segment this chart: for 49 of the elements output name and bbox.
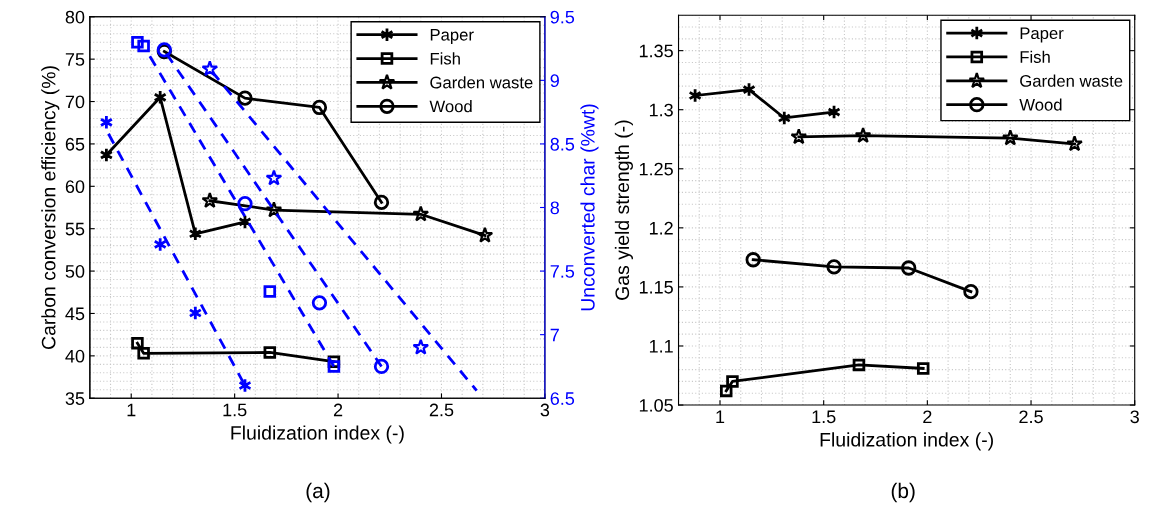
y-tick-label: 55 — [65, 222, 85, 236]
y2-tick-label: 9.5 — [550, 10, 575, 24]
y-tick-label: 80 — [65, 10, 85, 24]
y2-axis-title: Unconverted char (%wt) — [580, 104, 599, 311]
x-tick-label: 2 — [923, 410, 932, 423]
y-axis-title: Gas yield strength (-) — [614, 120, 633, 300]
y-tick-label: 70 — [65, 95, 85, 109]
y2-tick-label: 8.5 — [550, 137, 575, 151]
legend-label: Fish — [430, 52, 460, 65]
legend-label: Garden waste — [1020, 74, 1123, 87]
x-tick-label: 2 — [333, 403, 343, 417]
legend-label: Garden waste — [430, 76, 533, 89]
x-tick-label: 1 — [127, 403, 136, 417]
legend-label: Wood — [1019, 98, 1062, 111]
y-tick-label: 50 — [65, 265, 85, 278]
y-tick-label: 1.3 — [649, 103, 673, 117]
x-tick-label: 3 — [1130, 410, 1139, 424]
y-tick-label: 1.05 — [639, 398, 673, 412]
y-tick-label: 45 — [65, 307, 85, 321]
y2-tick-label: 7.5 — [550, 265, 575, 278]
y-tick-label: 1.2 — [649, 221, 673, 235]
y-axis-title: Carbon conversion efficiency (%) — [41, 66, 60, 349]
y-tick-label: 40 — [65, 349, 85, 363]
x-tick-label: 1.5 — [812, 410, 836, 424]
y-tick-label: 75 — [65, 53, 85, 66]
legend-label: Wood — [429, 100, 472, 113]
y-tick-label: 1.1 — [649, 340, 673, 353]
y-tick-label: 60 — [65, 180, 85, 194]
y-tick-label: 1.25 — [639, 162, 673, 176]
y2-tick-label: 9 — [550, 74, 559, 88]
y-tick-label: 1.15 — [639, 281, 673, 294]
x-axis-title: Fluidization index (-) — [231, 425, 404, 444]
x-tick-label: 2.5 — [1019, 410, 1043, 424]
y2-tick-label: 6.5 — [550, 392, 575, 405]
y-tick-label: 1.35 — [639, 44, 673, 58]
legend-label: Paper — [1020, 27, 1064, 43]
text: (a) — [306, 482, 330, 503]
y-tick-label: 35 — [65, 392, 85, 405]
legend-label: Fish — [1020, 50, 1050, 63]
x-tick-label: 2.5 — [429, 403, 454, 417]
text: (b) — [891, 482, 915, 503]
y-tick-label: 65 — [65, 137, 85, 151]
y2-tick-label: 7 — [550, 328, 559, 342]
legend-label: Paper — [430, 29, 474, 44]
x-tick-label: 3 — [540, 403, 550, 417]
x-axis-title: Fluidization index (-) — [820, 432, 993, 451]
y2-tick-label: 8 — [550, 201, 560, 215]
x-tick-label: 1 — [716, 410, 725, 423]
x-tick-label: 1.5 — [223, 403, 247, 417]
